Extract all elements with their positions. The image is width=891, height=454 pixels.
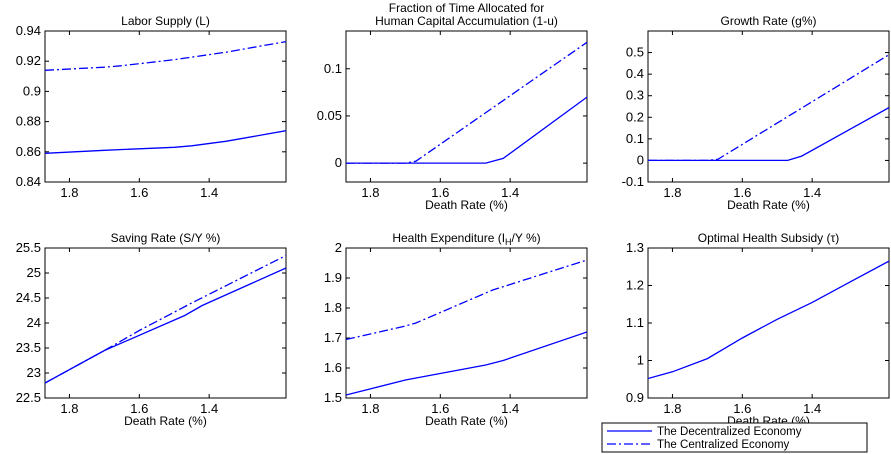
y-tick-label: 1.7 bbox=[324, 330, 342, 345]
series-line-centralized bbox=[45, 40, 286, 71]
y-tick-label: 1.8 bbox=[324, 300, 342, 315]
y-tick-label: 0.94 bbox=[16, 23, 41, 38]
x-tick-label: 1.4 bbox=[200, 401, 218, 416]
y-tick-label: 0.4 bbox=[626, 66, 644, 81]
y-tick-label: 0.3 bbox=[626, 88, 644, 103]
x-tick-label: 1.8 bbox=[361, 401, 379, 416]
y-tick-label: 0.84 bbox=[16, 174, 41, 189]
x-tick-label: 1.8 bbox=[60, 401, 78, 416]
y-tick-label: 1.2 bbox=[626, 278, 644, 293]
panel-title: Growth Rate (g%) bbox=[720, 14, 816, 28]
panel-title: Health Expenditure (IH/Y %) bbox=[392, 231, 540, 247]
panel-1: 1.8 1.6 1.4 0.84 0.86 0.88 0.9 0.92 0.94 Labor Su… bbox=[16, 14, 287, 200]
x-tick-label: 1.6 bbox=[733, 185, 751, 200]
panel-title: Labor Supply (L) bbox=[121, 14, 210, 28]
x-tick-label: 1.4 bbox=[200, 185, 218, 200]
y-tick-label: 0.5 bbox=[626, 45, 644, 60]
y-tick-label: 0.2 bbox=[626, 109, 644, 124]
y-tick-label: 1.1 bbox=[626, 315, 644, 330]
y-tick-label: 0.9 bbox=[626, 390, 644, 405]
legend-label-decentralized: The Decentralized Economy bbox=[657, 426, 802, 438]
legend-box bbox=[601, 422, 868, 453]
y-tick-label: 1.3 bbox=[626, 240, 644, 255]
x-tick-label: 1.8 bbox=[663, 185, 681, 200]
series-line-centralized bbox=[648, 54, 889, 162]
panel-title: Human Capital Accumulation (1-u) bbox=[375, 14, 558, 28]
panel-6: 1.8 1.6 1.4 0.9 1 1.1 1.2 1.3 Optimal Health Sub… bbox=[626, 231, 890, 428]
series-line-decentralized bbox=[648, 260, 889, 380]
series-line-centralized bbox=[346, 41, 587, 164]
y-tick-label: 0 bbox=[335, 155, 342, 170]
series-line-decentralized bbox=[346, 96, 587, 164]
y-tick-label: 23.5 bbox=[16, 340, 41, 355]
panel-title: Saving Rate (S/Y %) bbox=[111, 231, 221, 245]
y-tick-label: 24.5 bbox=[16, 290, 41, 305]
y-tick-label: 0.9 bbox=[23, 83, 41, 98]
series-line-decentralized bbox=[45, 267, 286, 384]
series-line-decentralized bbox=[45, 130, 286, 154]
axes-frame bbox=[647, 247, 890, 399]
y-tick-label: 2 bbox=[335, 240, 342, 255]
x-tick-label: 1.4 bbox=[803, 185, 821, 200]
y-tick-label: 0.1 bbox=[626, 131, 644, 146]
y-tick-label: 0.05 bbox=[317, 108, 342, 123]
x-axis-label: Death Rate (%) bbox=[727, 198, 810, 212]
x-tick-label: 1.4 bbox=[501, 401, 519, 416]
legend-label-centralized: The Centralized Economy bbox=[657, 439, 790, 451]
y-tick-label: 1.9 bbox=[324, 270, 342, 285]
x-tick-label: 1.8 bbox=[663, 401, 681, 416]
y-tick-label: 25 bbox=[27, 265, 41, 280]
x-tick-label: 1.6 bbox=[431, 401, 449, 416]
y-tick-label: 24 bbox=[27, 315, 41, 330]
y-tick-label: 22.5 bbox=[16, 390, 41, 405]
series-line-centralized bbox=[45, 254, 286, 384]
panel-title: Fraction of Time Allocated for bbox=[389, 1, 544, 15]
y-tick-label: 1 bbox=[637, 353, 644, 368]
x-tick-label: 1.4 bbox=[501, 185, 519, 200]
x-tick-label: 1.6 bbox=[130, 185, 148, 200]
series-line-decentralized bbox=[346, 331, 587, 396]
x-axis-label: Death Rate (%) bbox=[425, 198, 508, 212]
y-tick-label: 1.5 bbox=[324, 390, 342, 405]
series-line-decentralized bbox=[648, 107, 889, 162]
y-tick-label: 0 bbox=[637, 152, 644, 167]
y-tick-label: 23 bbox=[27, 365, 41, 380]
panel-5: 1.8 1.6 1.4 1.5 1.6 1.7 1.8 1.9 2 Health Expendit… bbox=[324, 231, 588, 428]
panel-title: Optimal Health Subsidy (τ) bbox=[698, 231, 839, 245]
y-tick-label: 1.6 bbox=[324, 360, 342, 375]
panel-2: 1.8 1.6 1.4 0 0.05 0.1 Fraction of Time Alloca… bbox=[317, 1, 588, 212]
x-tick-label: 1.8 bbox=[60, 185, 78, 200]
axes-frame bbox=[647, 30, 890, 183]
x-tick-label: 1.6 bbox=[431, 185, 449, 200]
panel-3: 1.8 1.6 1.4 -0.1 0 0.1 0.2 0.3 0.4 0.5 Growth Rate… bbox=[622, 14, 890, 212]
y-tick-label: 0.86 bbox=[16, 144, 41, 159]
x-axis-label: Death Rate (%) bbox=[425, 414, 508, 428]
y-tick-label: 25.5 bbox=[16, 240, 41, 255]
legend: The Decentralized Economy The Centralize… bbox=[601, 422, 868, 453]
x-tick-label: 1.4 bbox=[803, 401, 821, 416]
axes-frame bbox=[345, 247, 588, 399]
y-tick-label: 0.1 bbox=[324, 61, 342, 76]
axes-frame bbox=[44, 30, 287, 183]
series-line-centralized bbox=[346, 259, 587, 341]
y-tick-label: 0.92 bbox=[16, 53, 41, 68]
x-tick-label: 1.8 bbox=[361, 185, 379, 200]
y-tick-label: -0.1 bbox=[622, 174, 644, 189]
panel-4: 1.8 1.6 1.4 22.5 23 23.5 24 24.5 25 25.5 Saving Ra… bbox=[16, 231, 287, 428]
axes-frame bbox=[44, 247, 287, 399]
x-tick-label: 1.6 bbox=[733, 401, 751, 416]
y-tick-label: 0.88 bbox=[16, 114, 41, 129]
x-tick-label: 1.6 bbox=[130, 401, 148, 416]
axes-frame bbox=[345, 30, 588, 183]
x-axis-label: Death Rate (%) bbox=[124, 414, 207, 428]
